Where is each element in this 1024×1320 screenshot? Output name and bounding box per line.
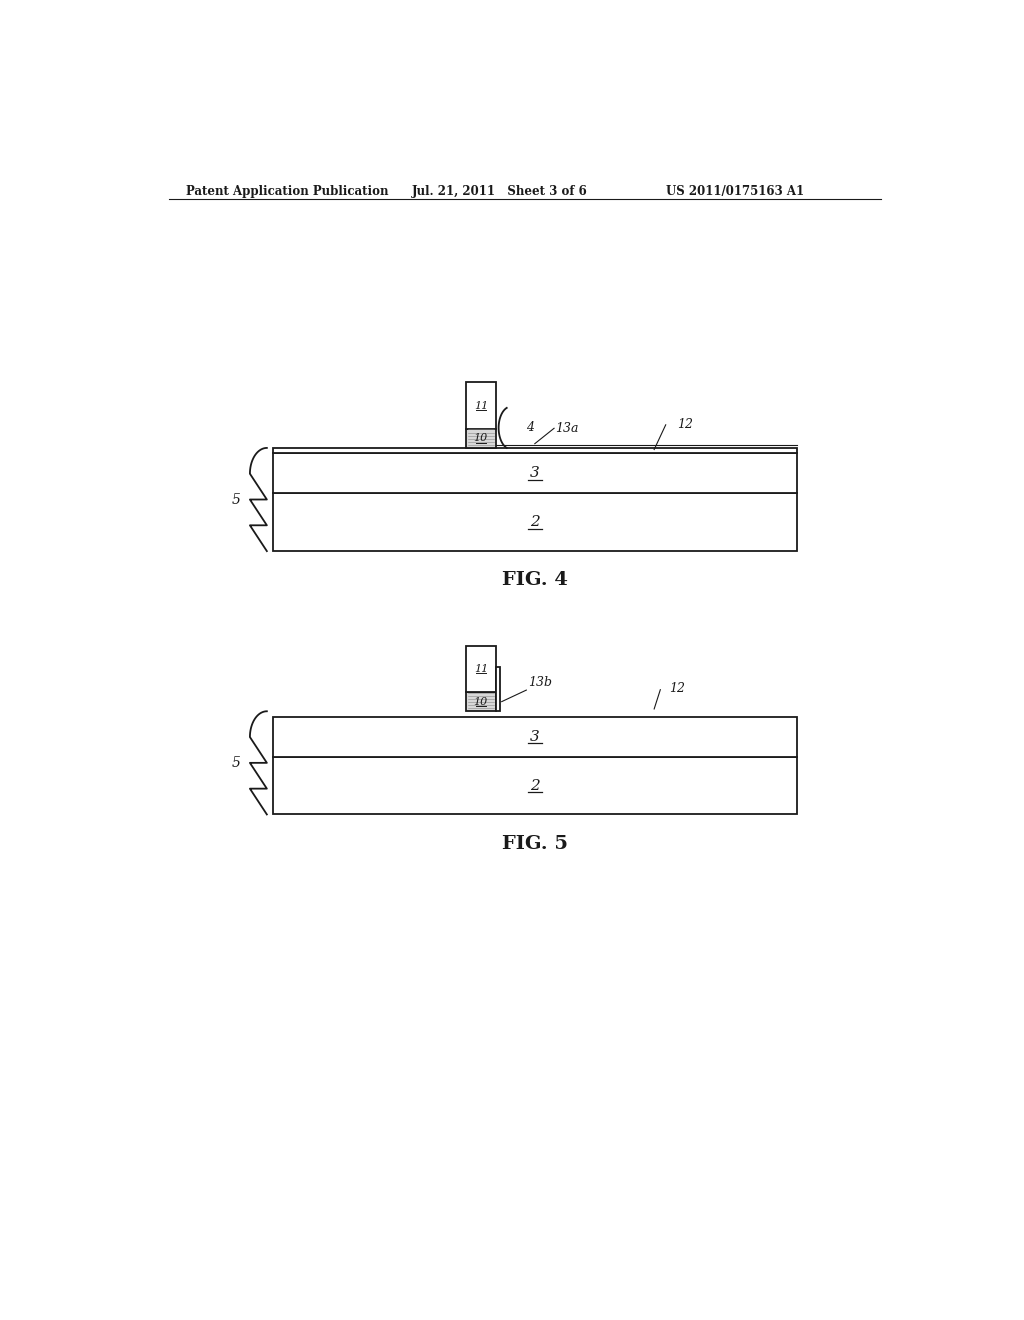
Bar	[273, 447, 797, 453]
Bar	[466, 692, 496, 711]
Text: 10: 10	[473, 697, 487, 706]
Bar	[496, 667, 500, 711]
Text: 13b: 13b	[528, 676, 552, 689]
Bar	[466, 429, 496, 447]
Text: 2: 2	[530, 779, 540, 792]
Text: 10: 10	[473, 433, 487, 444]
Text: 3: 3	[530, 466, 540, 480]
Text: 2: 2	[530, 515, 540, 529]
Text: FIG. 4: FIG. 4	[502, 572, 567, 589]
Bar	[273, 494, 797, 552]
Text: 12: 12	[677, 417, 693, 430]
Bar	[273, 756, 797, 814]
Bar	[273, 453, 797, 494]
Text: US 2011/0175163 A1: US 2011/0175163 A1	[666, 185, 804, 198]
Text: 12: 12	[670, 682, 685, 696]
Text: Patent Application Publication: Patent Application Publication	[186, 185, 388, 198]
Text: 5: 5	[231, 756, 241, 770]
Text: FIG. 5: FIG. 5	[502, 834, 568, 853]
Text: 4: 4	[525, 421, 534, 434]
Text: 11: 11	[474, 400, 488, 411]
Text: 13a: 13a	[556, 422, 580, 434]
Text: Jul. 21, 2011   Sheet 3 of 6: Jul. 21, 2011 Sheet 3 of 6	[412, 185, 588, 198]
Bar	[273, 717, 797, 756]
Text: 11: 11	[474, 664, 488, 675]
Bar	[466, 383, 496, 429]
Bar	[466, 645, 496, 692]
Text: 5: 5	[231, 492, 241, 507]
Text: 3: 3	[530, 730, 540, 743]
